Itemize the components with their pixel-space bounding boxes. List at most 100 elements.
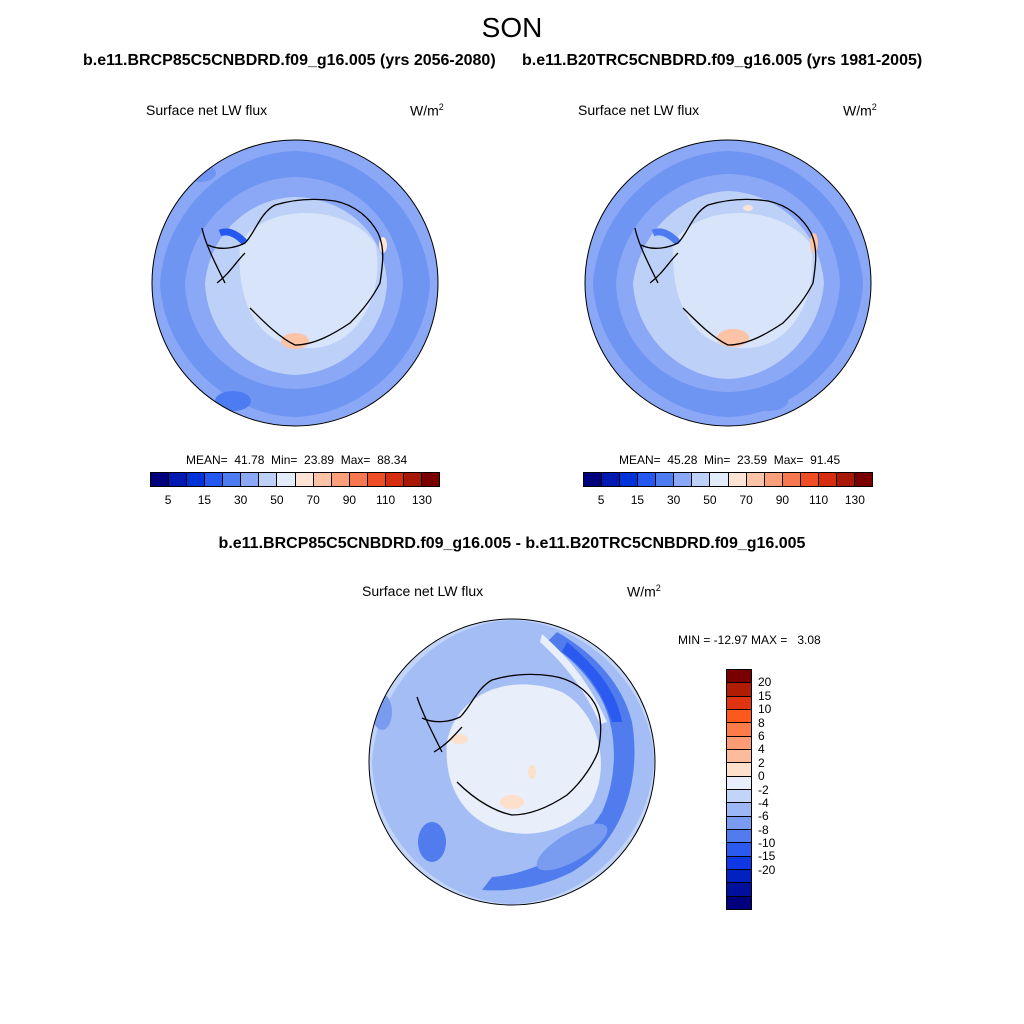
diff-colorbar-cell <box>727 883 751 897</box>
left-colorbar-tick-label: 130 <box>411 493 432 507</box>
diff-colorbar-cell <box>727 670 751 684</box>
right-colorbar-cell <box>620 473 639 486</box>
main-title: SON <box>481 12 543 43</box>
diff-colorbar-tick-label: -4 <box>758 795 769 810</box>
right-colorbar-cell <box>764 473 783 486</box>
diff-case-title: b.e11.BRCP85C5CNBDRD.f09_g16.005 - b.e11… <box>218 535 806 552</box>
diff-colorbar-cell <box>727 843 751 857</box>
right-colorbar-tick-label: 130 <box>844 493 865 507</box>
left-variable-label: Surface net LW flux <box>146 102 268 118</box>
right-colorbar-cell <box>854 473 872 486</box>
diff-colorbar-cell <box>727 829 751 844</box>
left-colorbar-cell <box>349 473 368 486</box>
right-colorbar-cell <box>656 473 675 486</box>
right-colorbar-cell <box>782 473 801 486</box>
diff-variable-label: Surface net LW flux <box>362 583 484 599</box>
left-unit-label: W/m2 <box>410 102 444 119</box>
right-colorbar-cell <box>692 473 711 486</box>
right-colorbar-cell <box>746 473 765 486</box>
diff-colorbar-cell <box>727 896 751 909</box>
left-colorbar <box>150 472 440 487</box>
diff-colorbar-tick-label: 20 <box>758 675 772 690</box>
diff-colorbar-tick-label: -8 <box>758 822 769 837</box>
diff-colorbar-tick-label: 15 <box>758 688 772 703</box>
left-polar-map <box>151 139 439 427</box>
left-colorbar-tick-label: 5 <box>164 493 172 507</box>
right-colorbar-cell <box>584 473 603 486</box>
diff-colorbar-cell <box>727 696 751 710</box>
right-colorbar-tick-label: 5 <box>597 493 605 507</box>
diff-colorbar-cell <box>727 869 751 884</box>
left-colorbar-cell <box>259 473 278 486</box>
diff-colorbar-tick-label: 4 <box>758 742 765 757</box>
left-colorbar-cell <box>331 473 350 486</box>
right-colorbar-tick-label: 70 <box>739 493 753 507</box>
diff-colorbar <box>726 669 752 910</box>
right-colorbar-tick-label: 30 <box>666 493 681 507</box>
left-colorbar-tick-label: 70 <box>306 493 320 507</box>
left-stats: MEAN= 41.78 Min= 23.89 Max= 88.34 <box>186 453 408 467</box>
diff-colorbar-tick-label: -6 <box>758 809 769 824</box>
right-polar-map <box>584 139 872 427</box>
left-colorbar-cell <box>187 473 206 486</box>
left-colorbar-tick-label: 30 <box>233 493 248 507</box>
left-colorbar-cell <box>385 473 404 486</box>
diff-stats: MIN = -12.97 MAX = 3.08 <box>678 633 821 647</box>
right-colorbar-cell <box>710 473 729 486</box>
left-colorbar-cell <box>403 473 422 486</box>
diff-colorbar-tick-label: 10 <box>758 702 772 717</box>
diff-colorbar-cell <box>727 736 751 750</box>
right-colorbar-cell <box>818 473 837 486</box>
right-colorbar-cell <box>638 473 657 486</box>
diff-colorbar-tick-label: 8 <box>758 715 765 730</box>
diff-colorbar-tick-label: -2 <box>758 782 769 797</box>
right-colorbar <box>583 472 873 487</box>
left-colorbar-tick-label: 50 <box>270 493 284 507</box>
left-colorbar-cell <box>421 473 439 486</box>
right-stats: MEAN= 45.28 Min= 23.59 Max= 91.45 <box>619 453 841 467</box>
diff-colorbar-tick-label: -10 <box>758 836 776 851</box>
left-colorbar-cell <box>151 473 170 486</box>
right-variable-label: Surface net LW flux <box>578 102 700 118</box>
left-colorbar-tick-label: 15 <box>197 493 212 507</box>
left-colorbar-cell <box>241 473 260 486</box>
right-colorbar-cell <box>728 473 747 486</box>
right-unit-label: W/m2 <box>843 102 877 119</box>
left-colorbar-tick-label: 90 <box>342 493 357 507</box>
left-colorbar-cell <box>295 473 314 486</box>
right-colorbar-tick-label: 50 <box>703 493 717 507</box>
right-case-title: b.e11.B20TRC5CNBDRD.f09_g16.005 (yrs 198… <box>522 52 923 69</box>
left-colorbar-cell <box>223 473 242 486</box>
left-colorbar-cell <box>313 473 332 486</box>
left-colorbar-cell <box>169 473 188 486</box>
diff-colorbar-tick-label: -20 <box>758 862 776 877</box>
right-colorbar-cell <box>836 473 855 486</box>
left-colorbar-cell <box>277 473 296 486</box>
right-colorbar-cell <box>800 473 819 486</box>
right-colorbar-cell <box>674 473 693 486</box>
diff-unit-label: W/m2 <box>627 583 661 600</box>
right-colorbar-tick-label: 110 <box>809 493 829 507</box>
diff-colorbar-cell <box>727 803 751 817</box>
right-colorbar-cell <box>602 473 621 486</box>
diff-colorbar-cell <box>727 683 751 697</box>
diff-colorbar-cell <box>727 856 751 870</box>
diff-colorbar-cell <box>727 789 751 804</box>
left-colorbar-tick-label: 110 <box>376 493 396 507</box>
diff-colorbar-tick-label: 0 <box>758 769 765 784</box>
diff-colorbar-cell <box>727 723 751 737</box>
right-colorbar-tick-label: 15 <box>630 493 645 507</box>
left-case-title: b.e11.BRCP85C5CNBDRD.f09_g16.005 (yrs 20… <box>83 52 496 69</box>
diff-colorbar-cell <box>727 816 751 830</box>
diff-polar-map <box>368 618 656 906</box>
diff-colorbar-cell <box>727 763 751 777</box>
diff-colorbar-cell <box>727 776 751 790</box>
diff-colorbar-cell <box>727 709 751 724</box>
left-colorbar-cell <box>205 473 224 486</box>
diff-colorbar-tick-label: 2 <box>758 755 765 770</box>
diff-colorbar-tick-label: 6 <box>758 728 765 743</box>
diff-colorbar-tick-label: -15 <box>758 849 776 864</box>
left-colorbar-cell <box>367 473 386 486</box>
right-colorbar-tick-label: 90 <box>775 493 790 507</box>
diff-colorbar-cell <box>727 749 751 764</box>
